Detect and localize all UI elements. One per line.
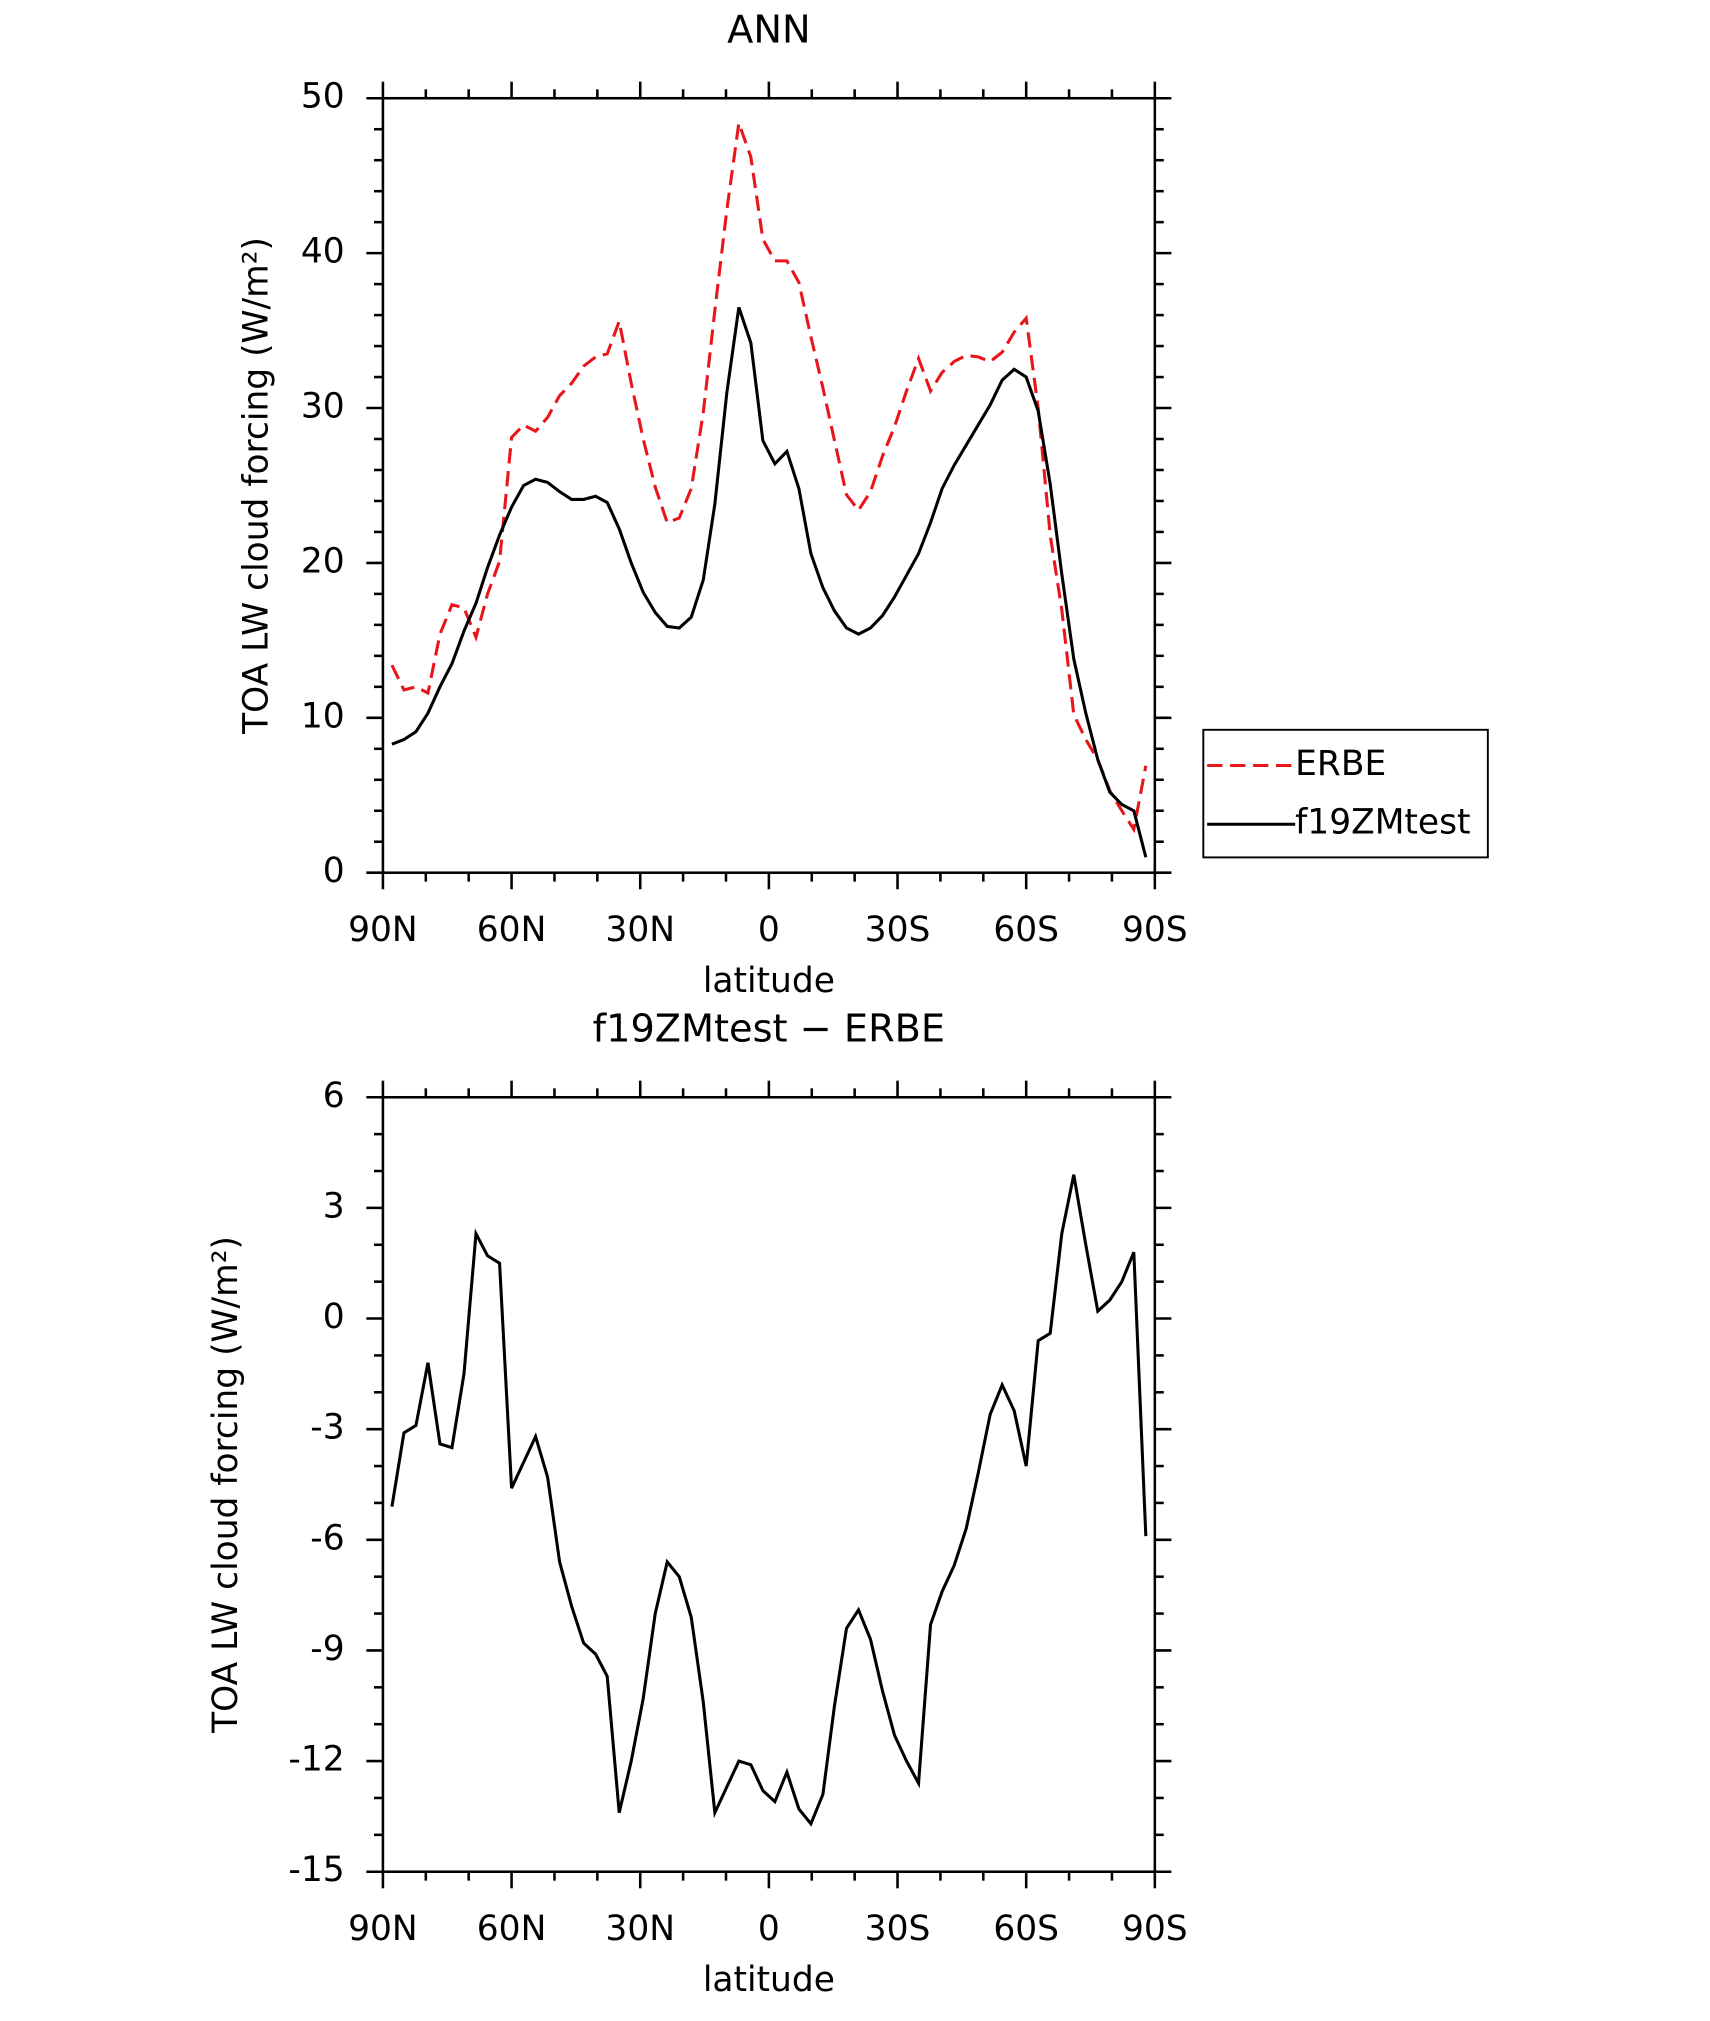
y-tick-label: -6 bbox=[310, 1518, 344, 1558]
legend-label: ERBE bbox=[1295, 744, 1386, 784]
y-tick-label: 30 bbox=[301, 387, 345, 427]
data-line bbox=[390, 122, 1148, 834]
y-tick-label: 6 bbox=[323, 1076, 345, 1116]
data-line bbox=[390, 1174, 1148, 1827]
y-tick-label: 40 bbox=[301, 232, 345, 272]
y-tick-label: -3 bbox=[310, 1408, 344, 1448]
y-tick-label: 0 bbox=[323, 851, 345, 891]
x-tick-label: 90S bbox=[1122, 1909, 1188, 1949]
x-tick-label: 90S bbox=[1122, 910, 1188, 950]
legend-box bbox=[1202, 728, 1489, 859]
x-tick-label: 90N bbox=[348, 910, 418, 950]
x-tick-label: 90N bbox=[348, 1909, 418, 1949]
x-tick-label: 0 bbox=[758, 910, 780, 950]
plot-frame bbox=[381, 96, 1157, 874]
y-tick-label: 10 bbox=[301, 696, 345, 736]
chart-title: f19ZMtest − ERBE bbox=[593, 1006, 945, 1051]
x-tick-label: 30S bbox=[865, 910, 931, 950]
data-line bbox=[391, 306, 1148, 858]
plot-frame bbox=[381, 1095, 1157, 1873]
x-tick-label: 30N bbox=[605, 910, 675, 950]
legend-label: f19ZMtest bbox=[1295, 803, 1470, 843]
y-axis-label: TOA LW cloud forcing (W/m²) bbox=[206, 1236, 246, 1734]
x-axis-label: latitude bbox=[703, 1960, 835, 2000]
y-tick-label: -15 bbox=[288, 1850, 344, 1890]
y-tick-label: -12 bbox=[288, 1740, 344, 1780]
y-axis-label: TOA LW cloud forcing (W/m²) bbox=[236, 237, 276, 735]
chart-title: ANN bbox=[727, 7, 810, 52]
x-tick-label: 30S bbox=[865, 1909, 931, 1949]
y-tick-label: 3 bbox=[323, 1186, 345, 1226]
x-tick-label: 0 bbox=[758, 1909, 780, 1949]
y-tick-label: 0 bbox=[323, 1297, 345, 1337]
x-tick-label: 30N bbox=[605, 1909, 675, 1949]
x-tick-label: 60S bbox=[993, 1909, 1059, 1949]
x-tick-label: 60N bbox=[477, 910, 547, 950]
x-tick-label: 60S bbox=[993, 910, 1059, 950]
y-tick-label: 50 bbox=[301, 77, 345, 117]
x-axis-label: latitude bbox=[703, 961, 835, 1001]
y-tick-label: -9 bbox=[310, 1629, 344, 1669]
y-tick-label: 20 bbox=[301, 541, 345, 581]
x-tick-label: 60N bbox=[477, 1909, 547, 1949]
